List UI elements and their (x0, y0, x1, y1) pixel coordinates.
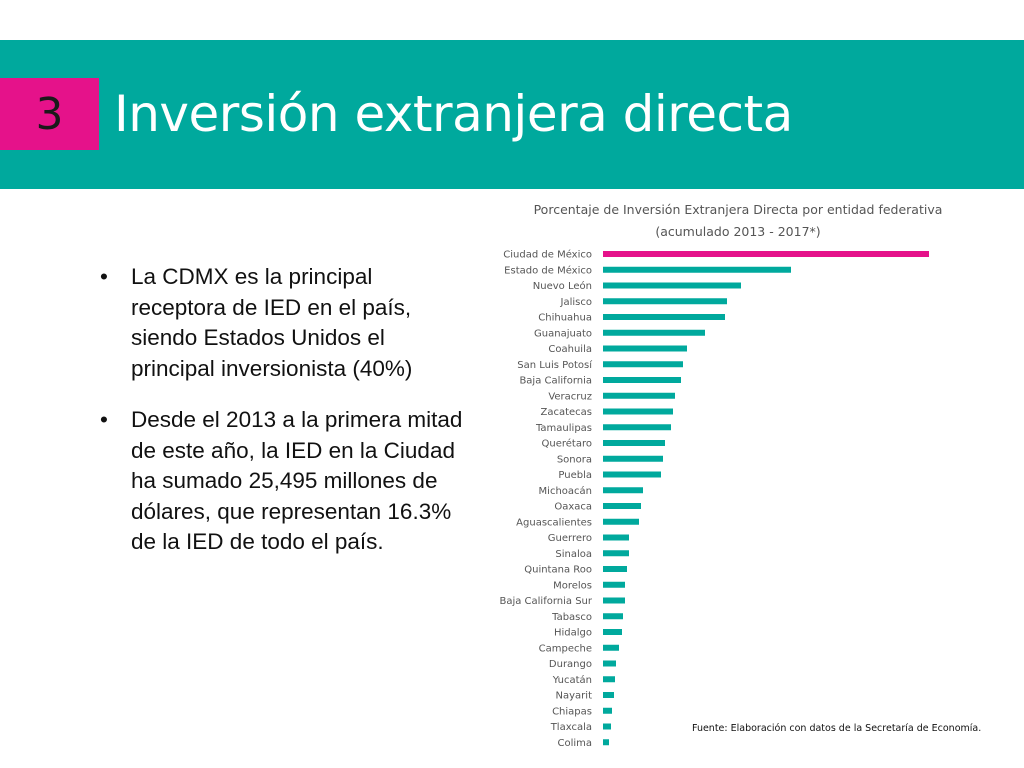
category-label: Hidalgo (554, 628, 592, 639)
bar (603, 251, 929, 257)
bar (603, 266, 791, 273)
category-label: San Luis Potosí (517, 359, 593, 371)
bar (603, 629, 622, 635)
category-label: Jalisco (560, 297, 592, 308)
category-label: Nayarit (556, 691, 593, 702)
category-label: Veracruz (548, 391, 592, 402)
bar (603, 424, 671, 431)
bullet-item: • Desde el 2013 a la primera mitad de es… (100, 405, 470, 558)
category-label: Guanajuato (534, 328, 592, 339)
bullet-list: • La CDMX es la principal receptora de I… (100, 262, 470, 579)
bar-chart: Ciudad de México Estado de México Nuevo Le… (499, 249, 929, 749)
bar (603, 707, 612, 714)
bar (603, 282, 741, 289)
category-label: Aguascalientes (516, 517, 592, 528)
title-band (0, 40, 1024, 189)
bar (603, 392, 675, 399)
chart-subtitle: (acumulado 2013 - 2017*) (655, 224, 821, 239)
category-label: Ciudad de México (503, 249, 592, 261)
bar (603, 455, 663, 462)
page-title: Inversión extranjera directa (114, 85, 793, 143)
bar (603, 723, 611, 730)
category-label: Baja California (519, 376, 592, 387)
bullet-marker: • (100, 264, 108, 289)
category-label: Oaxaca (554, 502, 592, 513)
bar (603, 503, 641, 509)
bullet-text: Desde el 2013 a la primera mitad de este… (131, 407, 463, 554)
bar (603, 408, 673, 415)
category-label: Yucatán (552, 674, 592, 686)
category-label: Chiapas (552, 706, 592, 717)
category-label: Coahuila (548, 344, 592, 355)
category-label: Sonora (557, 454, 592, 465)
category-label: Quintana Roo (524, 565, 592, 576)
bar (603, 345, 687, 352)
bar (603, 581, 625, 588)
bar (603, 660, 616, 667)
category-label: Guerrero (548, 533, 592, 544)
bar (603, 440, 665, 446)
source-note: Fuente: Elaboración con datos de la Secr… (692, 723, 982, 734)
category-label: Sinaloa (555, 549, 592, 560)
bar (603, 534, 629, 541)
category-label: Chihuahua (538, 313, 592, 324)
bar (603, 377, 681, 383)
bullet-text: La CDMX es la principal receptora de IED… (131, 264, 413, 381)
bar (603, 613, 623, 620)
bullet-marker: • (100, 407, 108, 432)
bar (603, 597, 625, 604)
bar (603, 644, 619, 651)
category-label: Querétaro (542, 438, 592, 450)
chart-title-block: Porcentaje de Inversión Extranjera Direc… (500, 199, 976, 243)
category-label: Campeche (539, 643, 592, 654)
category-label: Morelos (553, 580, 592, 591)
category-label: Colima (557, 738, 592, 749)
bar (603, 676, 615, 683)
category-label: Baja California Sur (499, 596, 592, 607)
bar (603, 314, 725, 320)
category-label: Michoacán (539, 485, 592, 497)
bar (603, 487, 643, 494)
category-label: Durango (549, 659, 592, 670)
bar (603, 566, 627, 572)
bar (603, 550, 629, 557)
chart-title: Porcentaje de Inversión Extranjera Direc… (533, 202, 943, 217)
bar (603, 329, 705, 336)
section-number-badge: 3 (0, 78, 99, 150)
category-label: Tabasco (551, 612, 592, 623)
category-label: Estado de México (504, 264, 592, 276)
category-label: Tamaulipas (535, 423, 592, 434)
bar (603, 692, 614, 698)
category-label: Nuevo León (533, 280, 592, 292)
category-label: Tlaxcala (550, 722, 592, 733)
bar (603, 361, 683, 368)
bullet-item: • La CDMX es la principal receptora de I… (100, 262, 470, 384)
bar (603, 298, 727, 305)
bar (603, 471, 661, 478)
category-label: Puebla (558, 470, 592, 481)
bar (603, 518, 639, 525)
bar (603, 739, 609, 746)
category-label: Zacatecas (540, 407, 592, 418)
